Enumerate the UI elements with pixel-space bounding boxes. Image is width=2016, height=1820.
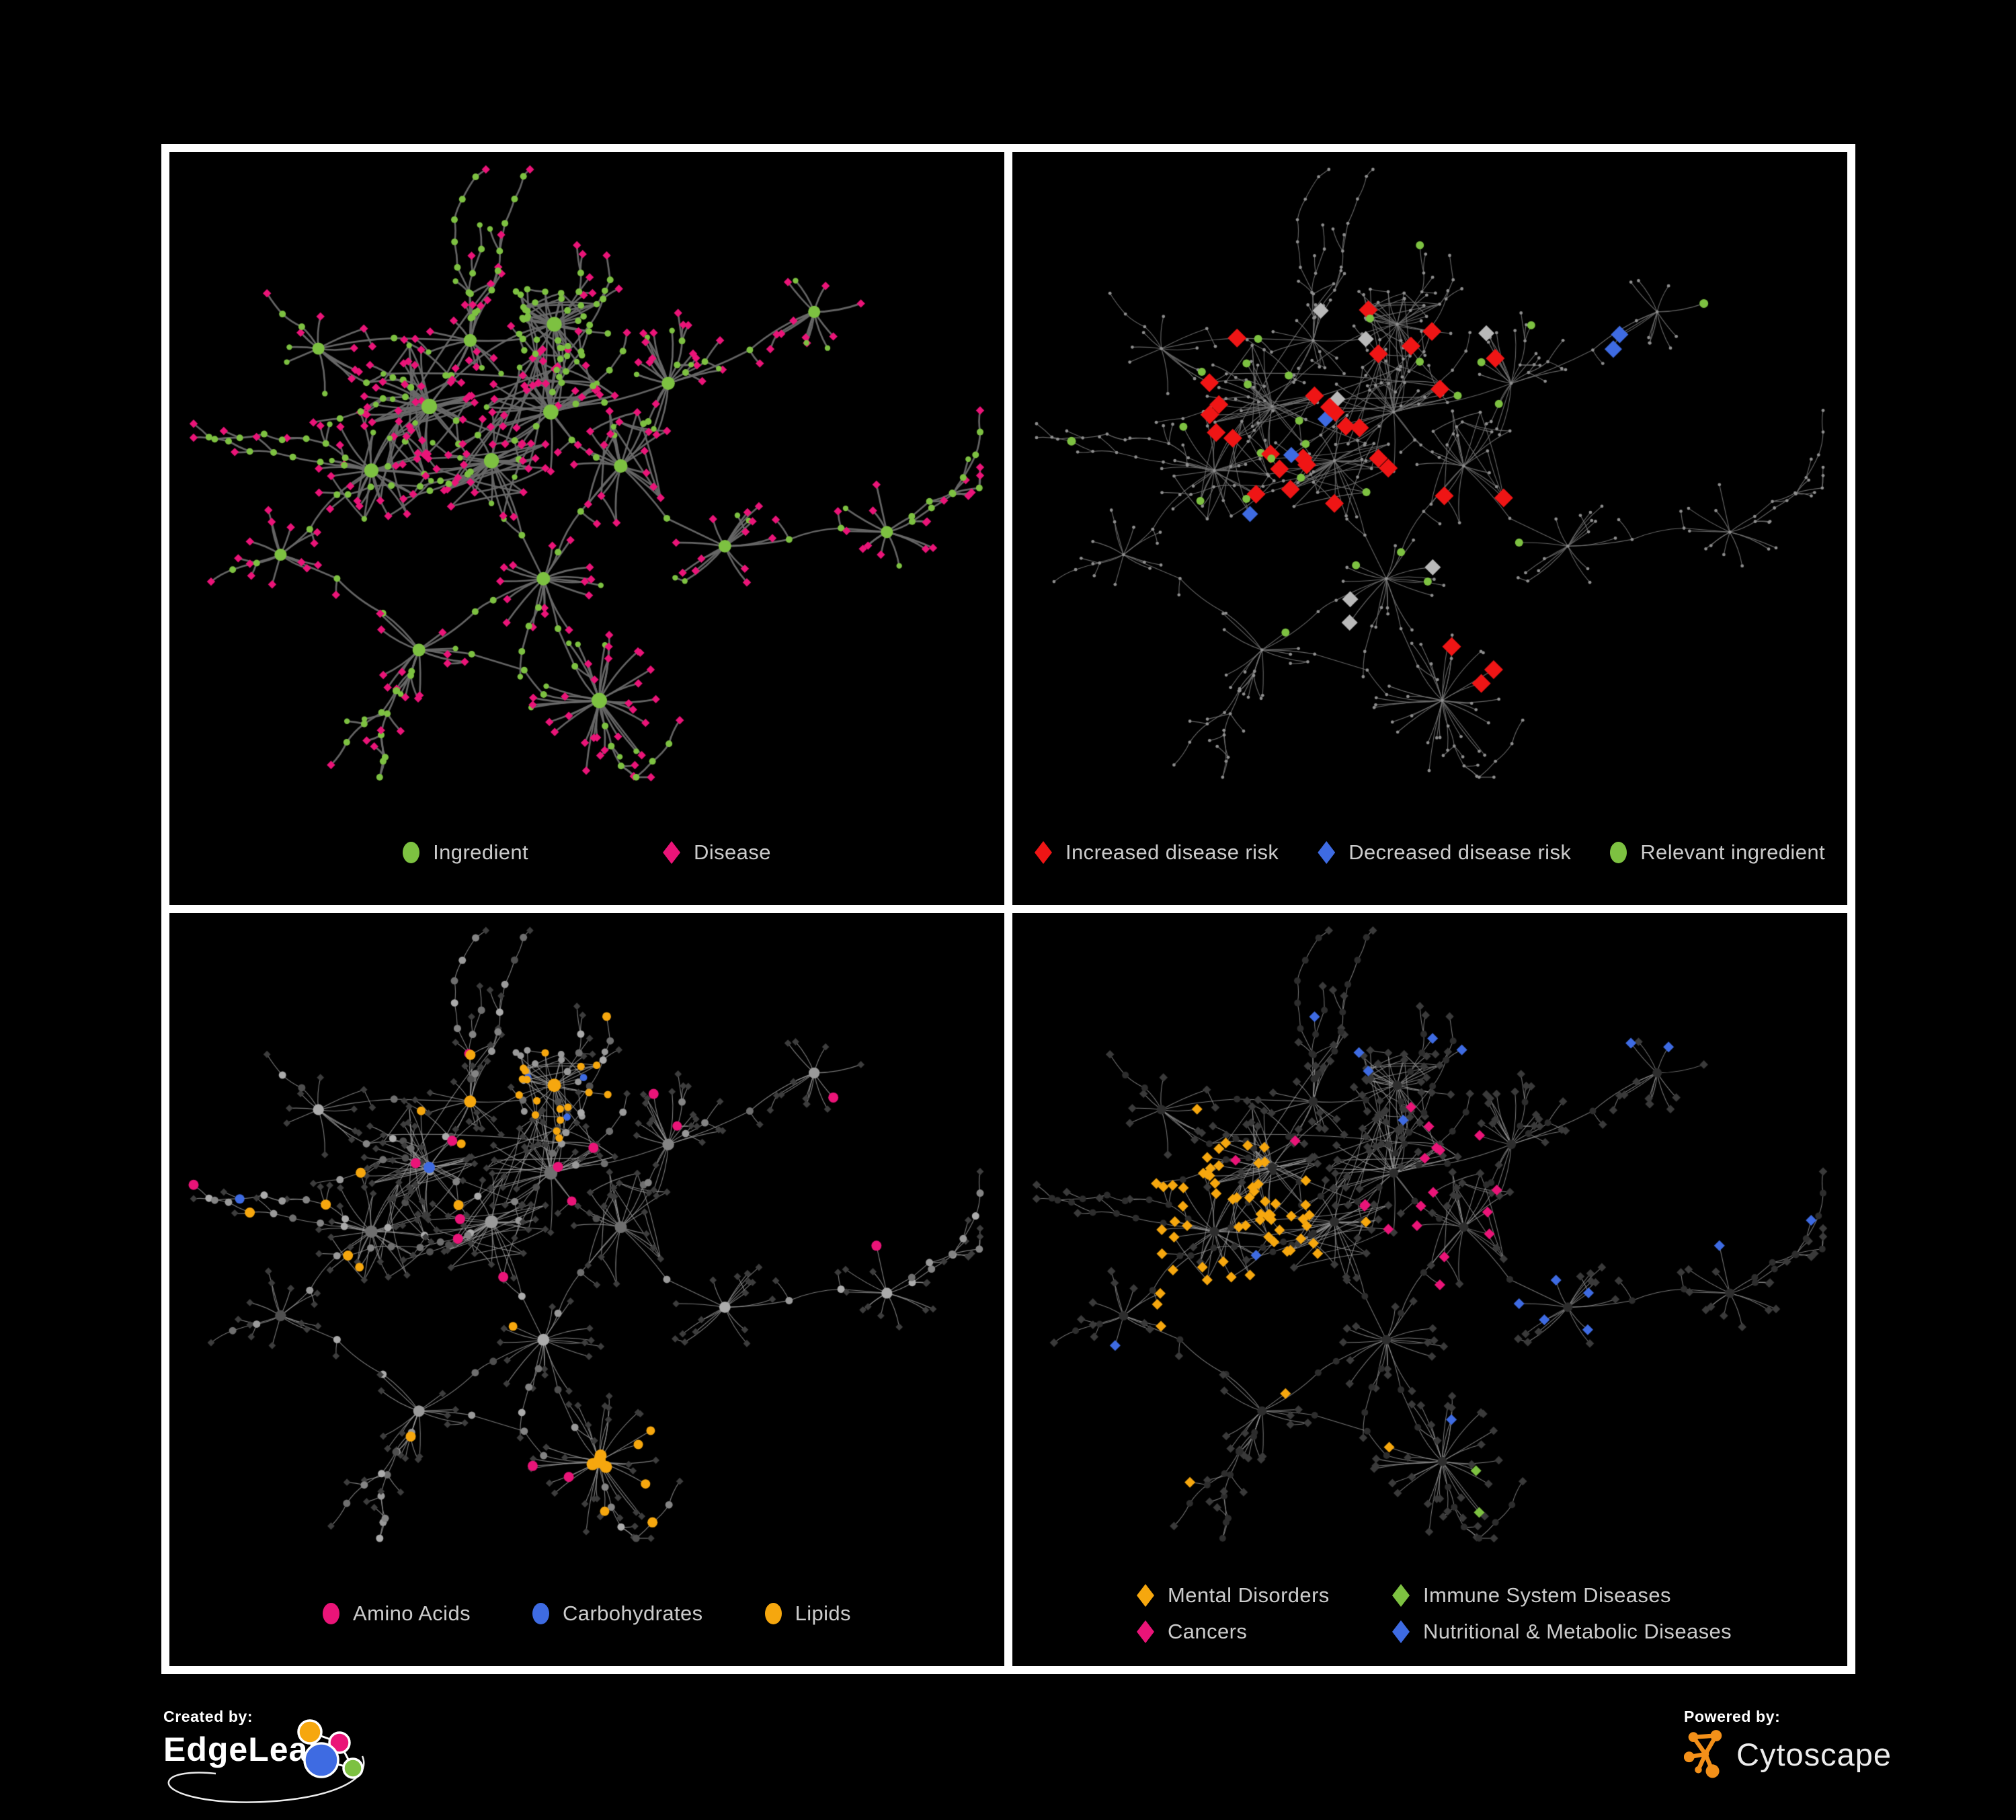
legend-ingredient-disease: Ingredient Disease (169, 800, 1004, 905)
edgeleap-credit: Created by: EdgeLeap (163, 1708, 385, 1809)
legend-chemical-classes: Amino Acids Carbohydrates Lipids (169, 1561, 1004, 1666)
edgeleap-wordmark: EdgeLeap (163, 1731, 329, 1768)
powered-by-label: Powered by: (1684, 1708, 1781, 1725)
increased-risk-marker-icon (1035, 841, 1053, 864)
legend-label: Disease (694, 840, 771, 864)
ingredient-marker-icon (403, 842, 420, 863)
relevant-ingredient-marker-icon (1610, 842, 1627, 863)
legend-label: Increased disease risk (1065, 840, 1279, 864)
immune-diseases-marker-icon (1392, 1584, 1410, 1607)
legend-item-mental-disorders: Mental Disorders (1137, 1583, 1392, 1608)
panel-chemical-classes: Amino Acids Carbohydrates Lipids (169, 913, 1004, 1666)
legend-label: Cancers (1168, 1620, 1248, 1643)
panel-disease-risk: Increased disease risk Decreased disease… (1012, 152, 1847, 905)
panel-disease-categories: Mental Disorders Immune System Diseases … (1012, 913, 1847, 1666)
legend-label: Ingredient (433, 840, 529, 864)
legend-item-nutritional-metabolic: Nutritional & Metabolic Diseases (1392, 1620, 1732, 1644)
legend-item-cancers: Cancers (1137, 1620, 1392, 1644)
legend-label: Amino Acids (353, 1601, 471, 1625)
legend-label: Immune System Diseases (1423, 1583, 1671, 1607)
network-graph-disease-risk (1012, 152, 1847, 800)
legend-label: Carbohydrates (563, 1601, 703, 1625)
legend-item-increased-risk: Increased disease risk (1035, 840, 1279, 865)
legend-disease-categories: Mental Disorders Immune System Diseases … (1012, 1561, 1847, 1666)
lipids-marker-icon (764, 1603, 782, 1624)
cytoscape-logo-icon (1684, 1730, 1722, 1778)
nutritional-metabolic-marker-icon (1392, 1620, 1410, 1643)
cytoscape-credit: Powered by: Cytoscape (1684, 1708, 1892, 1780)
legend-disease-risk: Increased disease risk Decreased disease… (1012, 800, 1847, 905)
decreased-risk-marker-icon (1318, 841, 1336, 864)
cancers-marker-icon (1137, 1620, 1154, 1643)
mental-disorders-marker-icon (1137, 1584, 1154, 1607)
cytoscape-wordmark: Cytoscape (1736, 1736, 1892, 1772)
created-by-label: Created by: (163, 1708, 253, 1725)
legend-label: Lipids (795, 1601, 851, 1625)
legend-item-amino-acids: Amino Acids (323, 1601, 471, 1626)
legend-item-lipids: Lipids (764, 1601, 851, 1626)
legend-item-disease: Disease (663, 840, 771, 865)
carbohydrates-marker-icon (532, 1603, 550, 1624)
legend-label: Relevant ingredient (1640, 840, 1825, 864)
legend-item-relevant-ingredient: Relevant ingredient (1610, 840, 1825, 865)
network-graph-chemical-classes (169, 913, 1004, 1561)
amino-acids-marker-icon (323, 1603, 340, 1624)
network-graph-ingredient-disease (169, 152, 1004, 800)
legend-label: Nutritional & Metabolic Diseases (1423, 1620, 1732, 1643)
legend-label: Mental Disorders (1168, 1583, 1330, 1607)
legend-label: Decreased disease risk (1348, 840, 1572, 864)
legend-item-carbohydrates: Carbohydrates (532, 1601, 703, 1626)
legend-item-decreased-risk: Decreased disease risk (1318, 840, 1571, 865)
disease-marker-icon (663, 841, 681, 864)
panel-ingredient-disease: Ingredient Disease (169, 152, 1004, 905)
legend-item-ingredient: Ingredient (403, 840, 528, 865)
panel-grid: Ingredient Disease Increased disease ris… (161, 144, 1855, 1674)
network-graph-disease-categories (1012, 913, 1847, 1561)
legend-item-immune-diseases: Immune System Diseases (1392, 1583, 1732, 1608)
